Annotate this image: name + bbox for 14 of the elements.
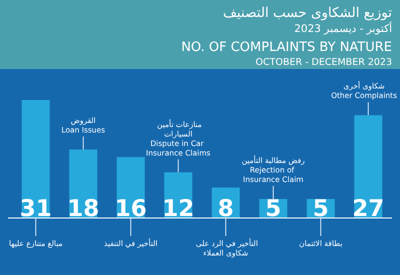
data-label: 12 <box>162 196 194 222</box>
text: أكتوبر - ديسمبر 2023 <box>294 21 392 35</box>
bar <box>354 115 382 218</box>
data-label: 18 <box>67 196 100 222</box>
text: توزيع الشكاوى حسب التصنيف <box>222 5 392 21</box>
data-label: 31 <box>20 196 52 222</box>
data-label: 5 <box>265 196 282 222</box>
data-label: 27 <box>352 196 384 222</box>
chart-title: NO. OF COMPLAINTS BY NATURE <box>181 40 392 55</box>
chart-subtitle: OCTOBER - DECEMBER 2023 <box>256 57 392 68</box>
data-label: 16 <box>114 196 147 222</box>
data-label: 5 <box>312 196 329 222</box>
bar <box>22 100 50 218</box>
data-label: 8 <box>218 196 234 222</box>
